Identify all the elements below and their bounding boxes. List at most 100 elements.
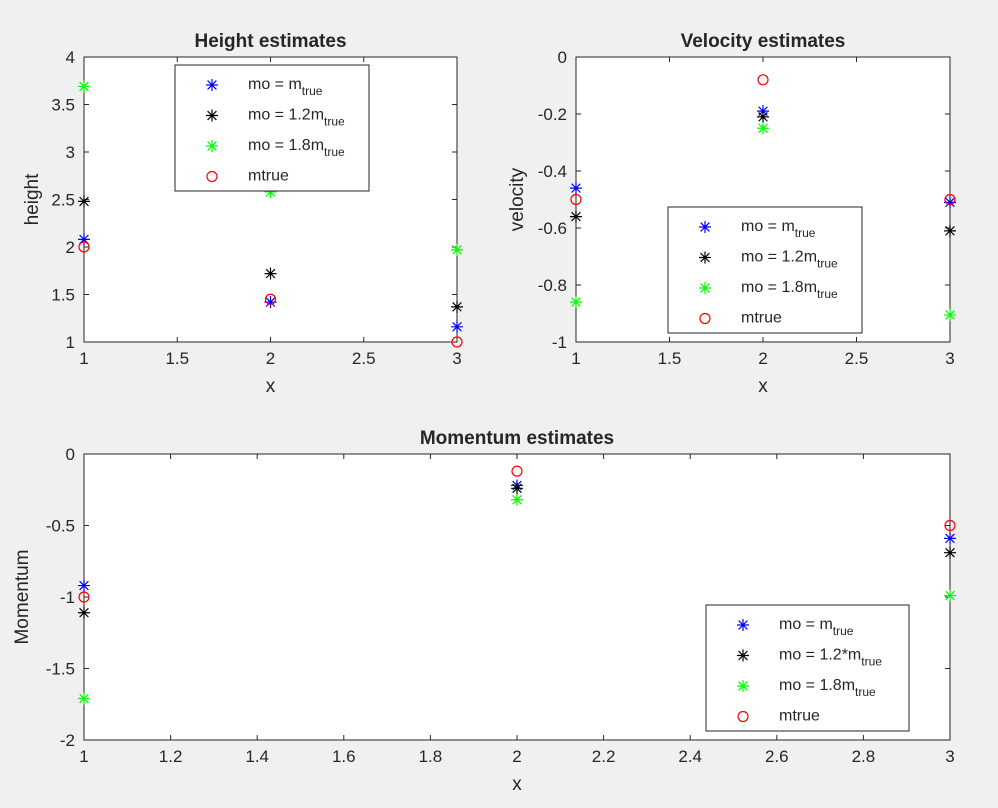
legend-entry-subscript: true [324, 115, 345, 129]
x-tick-label: 3 [945, 747, 954, 766]
x-tick-label: 2.6 [765, 747, 789, 766]
data-point-series-4 [944, 193, 956, 206]
data-point-series-1 [944, 196, 956, 209]
legend-entry-main: mo = 1.2m [248, 107, 324, 124]
x-tick-label: 2.8 [852, 747, 876, 766]
data-point-series-2 [264, 267, 277, 280]
data-point-series-4 [264, 293, 277, 305]
data-point-series-3 [511, 493, 523, 506]
legend-box [705, 604, 910, 732]
y-tick-label: 0 [558, 48, 567, 67]
x-tick-label: 1 [571, 349, 580, 368]
legend-marker [737, 680, 749, 692]
data-point-series-1 [570, 182, 582, 195]
data-point-series-3 [451, 243, 463, 256]
legend-marker [699, 221, 711, 233]
x-tick-label: 1.6 [332, 747, 356, 766]
y-tick-label: 2 [66, 238, 75, 257]
legend-entry: mo = 1.2*mtrue [779, 647, 882, 669]
data-point-series-2 [78, 606, 90, 619]
legend-entry-subscript: true [302, 84, 323, 98]
y-tick-label: 2.5 [51, 191, 75, 210]
x-tick-label: 1.8 [419, 747, 443, 766]
x-tick-label: 1 [79, 349, 88, 368]
legend-entry: mo = 1.8mtrue [248, 137, 345, 159]
data-point-series-3 [78, 80, 90, 93]
data-point-series-1 [78, 233, 90, 246]
data-point-series-3 [570, 296, 582, 309]
chart-3: 1 1.2 1.4 1.6 1.8 2 2.2 2.4 2.6 2.8 3 -2 -1.5 -1 -0.5 0… [12, 428, 956, 795]
data-point-series-4 [757, 74, 769, 86]
legend-marker [699, 282, 711, 294]
legend-marker [206, 109, 218, 122]
y-tick-label: 3 [66, 143, 75, 162]
legend-marker [699, 312, 711, 325]
legend-entry-main: mo = m [248, 76, 302, 93]
legend-entry-main: mtrue [779, 708, 820, 725]
x-tick-label: 3 [452, 349, 461, 368]
legend-box [667, 206, 863, 334]
y-axis-label: Momentum [12, 549, 33, 644]
y-axis-label: velocity [507, 167, 528, 231]
legend-entry: mo = 1.2mtrue [741, 249, 838, 271]
x-tick-label: 1.4 [245, 747, 269, 766]
data-point-series-2 [451, 300, 463, 313]
data-point-series-2 [757, 110, 769, 123]
y-tick-label: -1 [552, 333, 567, 352]
data-point-series-4 [944, 519, 956, 532]
x-tick-label: 1.2 [159, 747, 183, 766]
data-point-series-1 [78, 579, 90, 592]
y-axis-label: height [22, 173, 43, 225]
legend-entry: mtrue [248, 168, 289, 185]
y-tick-label: 1 [66, 333, 75, 352]
legend-entry: mo = 1.2mtrue [248, 107, 345, 129]
legend-entry-subscript: true [795, 226, 816, 240]
data-point-series-3 [944, 308, 956, 321]
data-point-series-4 [78, 241, 90, 253]
legend-entry-main: mo = 1.2*m [779, 647, 861, 664]
y-tick-label: 1.5 [51, 286, 75, 305]
legend-entry: mo = mtrue [779, 616, 854, 638]
legend-marker [737, 649, 749, 662]
y-tick-label: 0 [66, 445, 75, 464]
data-point-series-4 [511, 465, 523, 477]
legend-marker [737, 710, 749, 723]
data-point-series-3 [78, 692, 90, 705]
y-tick-label: 3.5 [51, 96, 75, 115]
x-tick-label: 2.4 [678, 747, 702, 766]
legend-entry-main: mtrue [248, 168, 289, 185]
legend-entry-subscript: true [817, 257, 838, 271]
legend-entry: mo = mtrue [741, 218, 816, 240]
legend-box [174, 64, 370, 192]
y-tick-label: -0.6 [538, 219, 567, 238]
x-axis-label: x [758, 376, 768, 397]
legend-entry: mtrue [779, 708, 820, 725]
data-point-series-4 [78, 591, 90, 603]
legend-entry: mtrue [741, 310, 782, 327]
y-tick-label: -0.8 [538, 276, 567, 295]
y-tick-label: -0.2 [538, 105, 567, 124]
legend-marker [206, 140, 218, 152]
legend: mo = mtrue mo = 1.2*mtrue mo = 1.8m true mtr… [705, 604, 910, 732]
legend-entry-subscript: true [817, 287, 838, 301]
y-tick-label: -0.5 [46, 517, 75, 536]
data-point-series-2 [511, 482, 523, 495]
x-tick-label: 1.5 [658, 349, 682, 368]
legend-entry: mo = mtrue [248, 76, 323, 98]
legend-entry-main: mo = m [741, 218, 795, 235]
x-axis-label: x [512, 774, 522, 795]
legend-entry-subscript: true [861, 655, 882, 669]
data-point-series-2 [944, 224, 956, 237]
x-tick-label: 2.5 [352, 349, 376, 368]
y-tick-label: -1.5 [46, 660, 75, 679]
chart-title: Momentum estimates [420, 428, 614, 449]
data-point-series-2 [944, 546, 956, 559]
x-tick-label: 2 [758, 349, 767, 368]
y-tick-label: 4 [66, 48, 75, 67]
legend-marker [737, 619, 749, 631]
data-point-series-1 [451, 320, 463, 333]
y-tick-label: -2 [60, 731, 75, 750]
legend-entry-main: mo = 1.8m [779, 677, 855, 694]
